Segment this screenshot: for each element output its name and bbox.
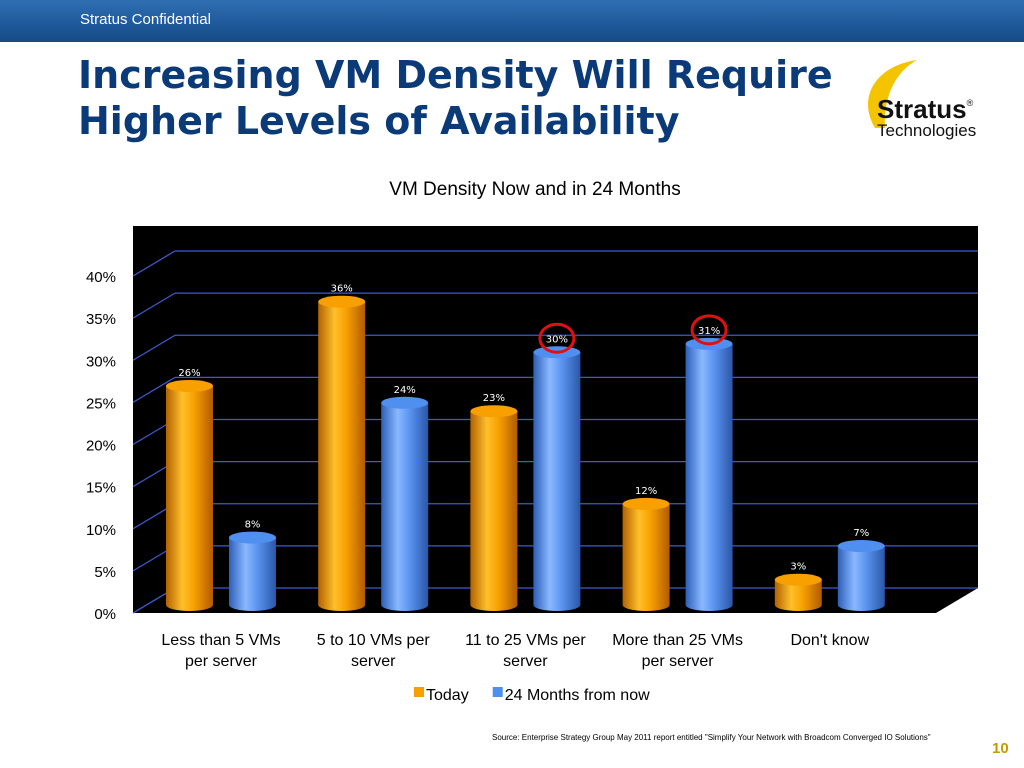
gridline-side [132, 334, 176, 361]
slide-title-line-1: Increasing VM Density Will Require [78, 53, 833, 97]
bar-body [622, 503, 670, 611]
bar-top [470, 405, 518, 418]
data-label: 12% [635, 486, 657, 497]
gridline-side [132, 250, 176, 277]
bar [533, 346, 581, 611]
logo-subtitle: Technologies [877, 121, 976, 140]
data-label: 24% [394, 385, 416, 396]
y-tick-label: 0% [94, 606, 116, 623]
gridline-side [132, 292, 176, 319]
bar [837, 540, 885, 611]
bar-body [318, 301, 366, 611]
logo-wordmark: Stratus® [877, 94, 974, 124]
gridline-side [132, 376, 176, 403]
legend-item: 24 Months from now [492, 687, 650, 704]
stratus-logo: Stratus® Technologies [868, 60, 976, 140]
logo-name: Stratus [877, 94, 967, 124]
x-tick-label: 5 to 10 VMs per server [317, 632, 431, 670]
data-label: 7% [853, 528, 869, 539]
bar-body [533, 352, 581, 611]
data-label: 30% [546, 334, 568, 345]
legend: Today 24 Months from now [414, 687, 650, 704]
y-axis: 0% 5% 10% 15% 20% 25% 30% 35% 40% [86, 269, 116, 623]
x-tick-label: More than 25 VMs per server [612, 632, 743, 670]
chart-title: VM Density Now and in 24 Months [389, 179, 680, 200]
bar-body [470, 411, 518, 612]
x-tick-label: 11 to 25 VMs per server [465, 632, 586, 670]
bar-body [685, 343, 733, 611]
legend-label: 24 Months from now [505, 687, 650, 704]
page-number: 10 [992, 740, 1009, 757]
confidential-label: Stratus Confidential [80, 11, 211, 28]
bar-body [229, 537, 276, 611]
y-tick-label: 30% [86, 353, 116, 370]
bar [166, 379, 213, 611]
data-label: 36% [331, 284, 353, 295]
slide-title: Increasing VM Density Will Require Highe… [78, 52, 868, 144]
y-tick-label: 15% [86, 480, 116, 497]
bar [229, 531, 276, 611]
y-tick-label: 10% [86, 522, 116, 539]
bar [470, 405, 518, 612]
bar-body [774, 579, 822, 611]
bar-top [774, 573, 822, 586]
legend-swatch [492, 687, 503, 697]
x-tick-label: Less than 5 VMs per server [161, 632, 280, 670]
data-label: 23% [483, 393, 505, 404]
y-tick-label: 35% [86, 311, 116, 328]
legend-label: Today [426, 687, 469, 704]
bar [318, 295, 366, 611]
data-label: 8% [245, 520, 261, 531]
y-tick-label: 5% [94, 564, 116, 581]
legend-swatch [414, 687, 424, 697]
data-label: 31% [698, 326, 720, 337]
bar-body [837, 546, 885, 611]
bar-top [837, 540, 885, 553]
bar-top [318, 295, 366, 308]
bar [381, 396, 429, 611]
bar [622, 497, 670, 611]
data-label: 3% [790, 562, 806, 573]
logo-swoosh [868, 60, 917, 128]
data-label: 26% [178, 368, 200, 379]
y-tick-label: 25% [86, 395, 116, 412]
x-tick-label: Don't know [790, 632, 869, 649]
highlight-circle [690, 314, 728, 346]
bar-body [166, 385, 213, 611]
legend-item: Today [414, 687, 469, 704]
x-axis: Less than 5 VMs per server 5 to 10 VMs per… [161, 632, 869, 670]
highlight-circle [538, 322, 576, 354]
header-bar [0, 0, 1024, 42]
slide-title-line-2: Higher Levels of Availability [78, 99, 680, 143]
bars: 26% 8% 36% 24% 23% 30% 12% 31% 3% 7% [166, 284, 885, 612]
bar-top [166, 379, 213, 392]
bar-top [381, 396, 429, 409]
y-tick-label: 20% [86, 438, 116, 455]
bar-top [229, 531, 276, 544]
source-note: Source: Enterprise Strategy Group May 20… [492, 733, 931, 742]
bar-top [622, 497, 670, 510]
bar-body [381, 402, 429, 611]
bar [774, 573, 822, 611]
y-tick-label: 40% [86, 269, 116, 286]
logo-tm: ® [967, 98, 974, 108]
bar [685, 337, 733, 611]
